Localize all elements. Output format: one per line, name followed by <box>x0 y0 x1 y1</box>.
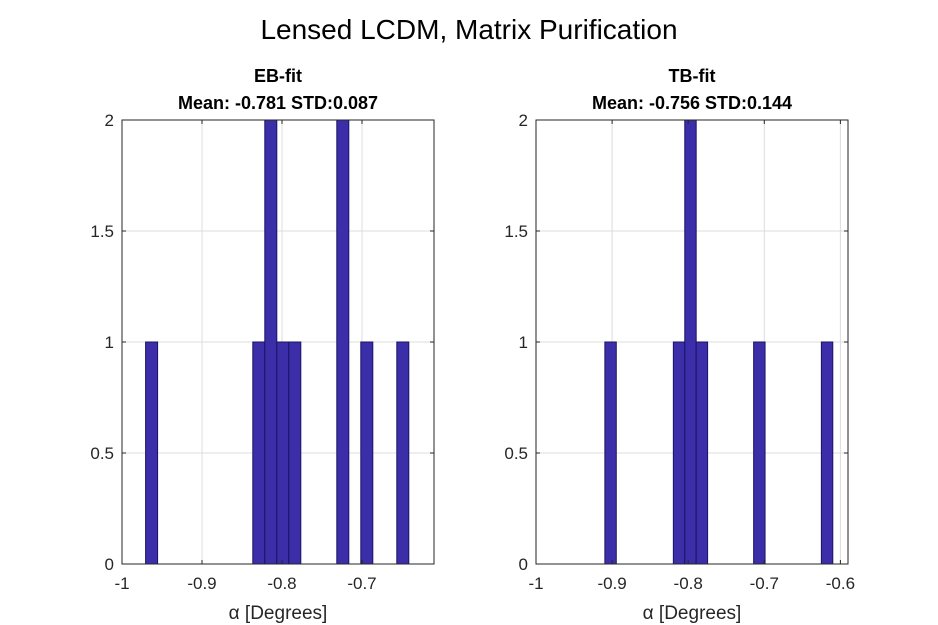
tb-y-tick-label: 0.5 <box>504 444 528 463</box>
eb-y-tick-label: 1.5 <box>90 222 114 241</box>
eb-histogram-bar <box>288 341 302 565</box>
tb-y-tick-label: 1 <box>519 333 528 352</box>
tb-panel-title: TB-fit <box>669 66 716 86</box>
tb-histogram-bar <box>820 341 834 565</box>
eb-y-tick-label: 0 <box>105 555 114 574</box>
tb-x-axis-label: α [Degrees] <box>643 603 742 624</box>
tb-histogram-bar <box>695 341 709 565</box>
tb-x-tick-label: -1 <box>528 574 543 593</box>
eb-panel-stats: Mean: -0.781 STD:0.087 <box>178 93 378 113</box>
tb-x-tick-label: -0.6 <box>826 574 855 593</box>
eb-histogram-bar <box>145 341 159 565</box>
eb-histogram-bar <box>336 119 350 565</box>
tb-x-tick-label: -0.7 <box>750 574 779 593</box>
eb-histogram-bar <box>264 119 278 565</box>
tb-histogram-bar <box>604 341 617 565</box>
eb-x-tick-label: -0.7 <box>347 574 376 593</box>
eb-x-tick-label: -0.8 <box>267 574 296 593</box>
eb-x-axis-label: α [Degrees] <box>229 603 328 624</box>
tb-y-tick-label: 2 <box>519 111 528 130</box>
eb-fit-panel: -1 -0.9 -0.8 -0.7 0 0.5 1 1.5 2 EB-fit Mean: -0.78… <box>90 66 435 624</box>
tb-histogram-bar <box>684 119 697 565</box>
eb-histogram-bar <box>360 341 374 565</box>
eb-y-tick-label: 2 <box>105 111 114 130</box>
tb-histogram-bar <box>672 341 686 565</box>
tb-y-tick-label: 1.5 <box>504 222 528 241</box>
figure-title: Lensed LCDM, Matrix Purification <box>260 14 678 45</box>
tb-fit-panel: -1 -0.9 -0.8 -0.7 -0.6 0 0.5 1 1.5 2 TB-fit Mean: -… <box>504 66 855 624</box>
eb-histogram-bar <box>396 341 410 565</box>
tb-y-tick-label: 0 <box>519 555 528 574</box>
tb-x-tick-label: -0.8 <box>674 574 703 593</box>
eb-histogram-bar <box>252 341 266 565</box>
tb-panel-stats: Mean: -0.756 STD:0.144 <box>592 93 792 113</box>
tb-x-tick-label: -0.9 <box>597 574 626 593</box>
eb-panel-title: EB-fit <box>254 66 302 86</box>
eb-y-tick-label: 0.5 <box>90 444 114 463</box>
eb-histogram-bar <box>276 341 290 565</box>
tb-histogram-bar <box>753 341 766 565</box>
eb-x-tick-label: -1 <box>114 574 129 593</box>
eb-y-tick-label: 1 <box>105 333 114 352</box>
eb-x-tick-label: -0.9 <box>187 574 216 593</box>
